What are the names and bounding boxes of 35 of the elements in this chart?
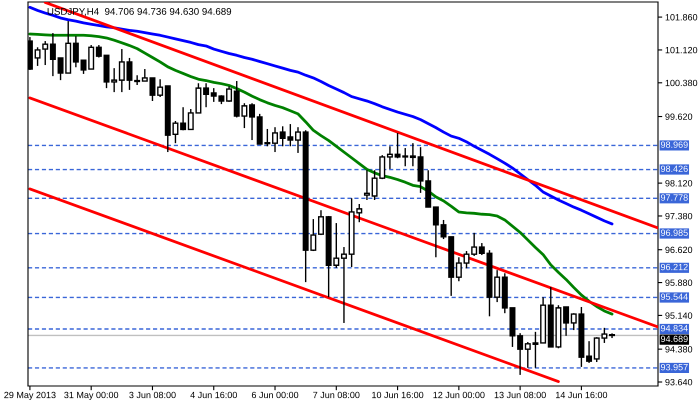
ref-line-label: 94.689 [660,336,688,342]
x-tick-label: 10 Jun 16:00 [372,392,424,398]
x-tick-label: 7 Jun 08:00 [313,392,360,398]
ref-line-label: 97.778 [660,194,688,201]
y-tick-label: 95.140 [665,312,692,319]
line-series [28,32,614,316]
x-tick-label: 31 May 00:00 [64,392,118,400]
x-tick-label: 4 Jun 16:00 [190,392,237,398]
ref-line-label: 96.985 [660,230,688,236]
ref-line-label: 98.426 [660,166,688,172]
x-tick-label: 13 Jun 08:00 [494,392,546,398]
ref-line-label: 93.957 [660,364,688,370]
candlestick [356,203,362,223]
ref-line-label: 98.969 [660,141,688,148]
x-tick-label: 12 Jun 00:00 [433,392,485,398]
y-tick-label: 96.620 [665,246,692,254]
y-tick-label: 94.380 [665,346,692,353]
y-tick-label: 98.120 [665,180,692,186]
candlestick [570,312,577,331]
y-tick-label: 101.120 [666,46,698,54]
candlestick [210,87,217,103]
y-tick-label: 97.380 [665,212,692,220]
y-tick-label: 95.880 [665,280,692,286]
ref-line-label: 94.834 [660,325,688,332]
x-tick-label: 3 Jun 08:00 [129,392,176,398]
y-tick-label: 99.620 [665,114,692,120]
ref-line-label: 96.212 [660,264,688,270]
ref-line-label: 95.544 [660,294,688,300]
y-tick-label: 93.640 [665,378,692,386]
y-tick-label: 100.380 [666,80,698,86]
x-tick-label: 14 Jun 16:00 [556,392,608,398]
x-tick-label: 29 May 2013 [4,392,56,400]
candlestick [379,154,386,180]
y-tick-label: 101.860 [666,14,698,20]
x-tick-label: 6 Jun 00:00 [252,392,298,398]
